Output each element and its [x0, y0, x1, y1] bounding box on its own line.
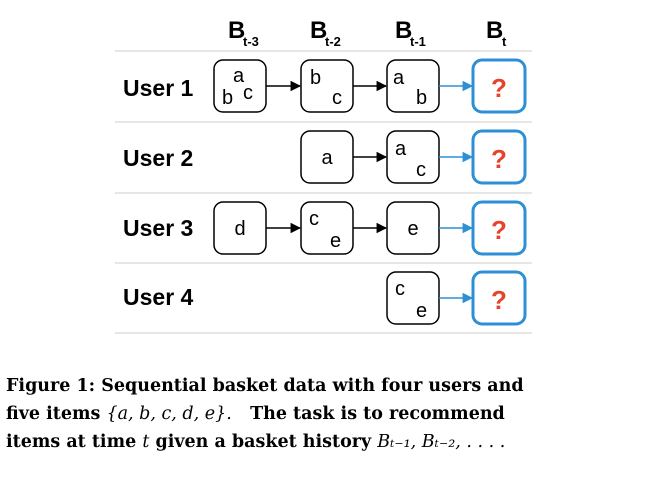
basket-item: a: [233, 65, 245, 87]
column-header-sub: t: [502, 34, 507, 49]
column-header-label: B: [228, 17, 245, 44]
basket-item: b: [416, 87, 427, 109]
target-basket-u3: ?: [471, 200, 527, 256]
basket-item: c: [243, 82, 253, 104]
basket-u4-t1: c e: [386, 271, 440, 325]
basket-u3-t2: c e: [300, 201, 354, 255]
basket-item: c: [309, 208, 319, 230]
basket-item: b: [310, 67, 321, 89]
basket-box: [300, 59, 354, 113]
user-label-2: User 2: [123, 145, 193, 171]
caption-text: given a basket history: [155, 432, 372, 452]
column-header-label: B: [395, 17, 412, 44]
basket-item: a: [393, 67, 405, 89]
basket-u1-t3: a b c: [213, 59, 267, 113]
basket-u1-t2: b c: [300, 59, 354, 113]
caption-line-1: Figure 1: Sequential basket data with fo…: [6, 376, 524, 396]
basket-item: b: [222, 87, 233, 109]
column-header-sub: t-3: [243, 34, 259, 49]
user-label-3: User 3: [123, 215, 193, 241]
column-header-t: B t: [486, 17, 507, 49]
column-header-label: B: [310, 17, 327, 44]
target-box: [471, 200, 527, 256]
column-header-t1: B t-1: [395, 17, 426, 49]
basket-item: e: [330, 230, 341, 252]
user-label-4: User 4: [123, 284, 194, 310]
basket-u2-t2: a: [300, 130, 354, 184]
target-box: [471, 129, 527, 185]
basket-u3-t1: e: [386, 201, 440, 255]
caption-text: items at time: [6, 432, 137, 452]
target-basket-u4: ?: [471, 270, 527, 326]
basket-item: a: [395, 138, 407, 160]
basket-item: e: [407, 218, 418, 240]
column-header-sub: t-2: [325, 34, 341, 49]
basket-item: c: [395, 278, 405, 300]
target-basket-u2: ?: [471, 129, 527, 185]
column-header-t2: B t-2: [310, 17, 341, 49]
caption-text: The task is to recommend: [250, 404, 505, 424]
caption-line-2: five items {a, b, c, d, e}. The task is …: [6, 400, 642, 428]
user-label-1: User 1: [123, 75, 194, 101]
caption-math-t: t: [142, 432, 150, 452]
caption-math-items: {a, b, c, d, e}.: [106, 404, 232, 424]
basket-item: e: [416, 300, 427, 322]
target-basket-u1: ?: [471, 58, 527, 114]
basket-item: d: [234, 218, 245, 240]
basket-u1-t1: a b: [386, 59, 440, 113]
target-box: [471, 270, 527, 326]
column-header-label: B: [486, 17, 503, 44]
caption-text: five items: [6, 404, 101, 424]
caption-math-history: Bₜ₋₁, Bₜ₋₂, . . . .: [377, 432, 506, 452]
question-mark: ?: [491, 144, 507, 174]
question-mark: ?: [491, 215, 507, 245]
question-mark: ?: [491, 285, 507, 315]
column-header-t3: B t-3: [228, 17, 259, 49]
column-header-sub: t-1: [410, 34, 426, 49]
basket-item: c: [332, 87, 342, 109]
figure-caption: Figure 1: Sequential basket data with fo…: [6, 372, 642, 456]
question-mark: ?: [491, 73, 507, 103]
target-box: [471, 58, 527, 114]
basket-u3-t3: d: [213, 201, 267, 255]
basket-item: a: [321, 147, 333, 169]
row-separators: [115, 50, 532, 334]
basket-item: c: [416, 159, 426, 181]
basket-u2-t1: a c: [386, 130, 440, 184]
caption-line-3: items at time t given a basket history B…: [6, 428, 642, 456]
